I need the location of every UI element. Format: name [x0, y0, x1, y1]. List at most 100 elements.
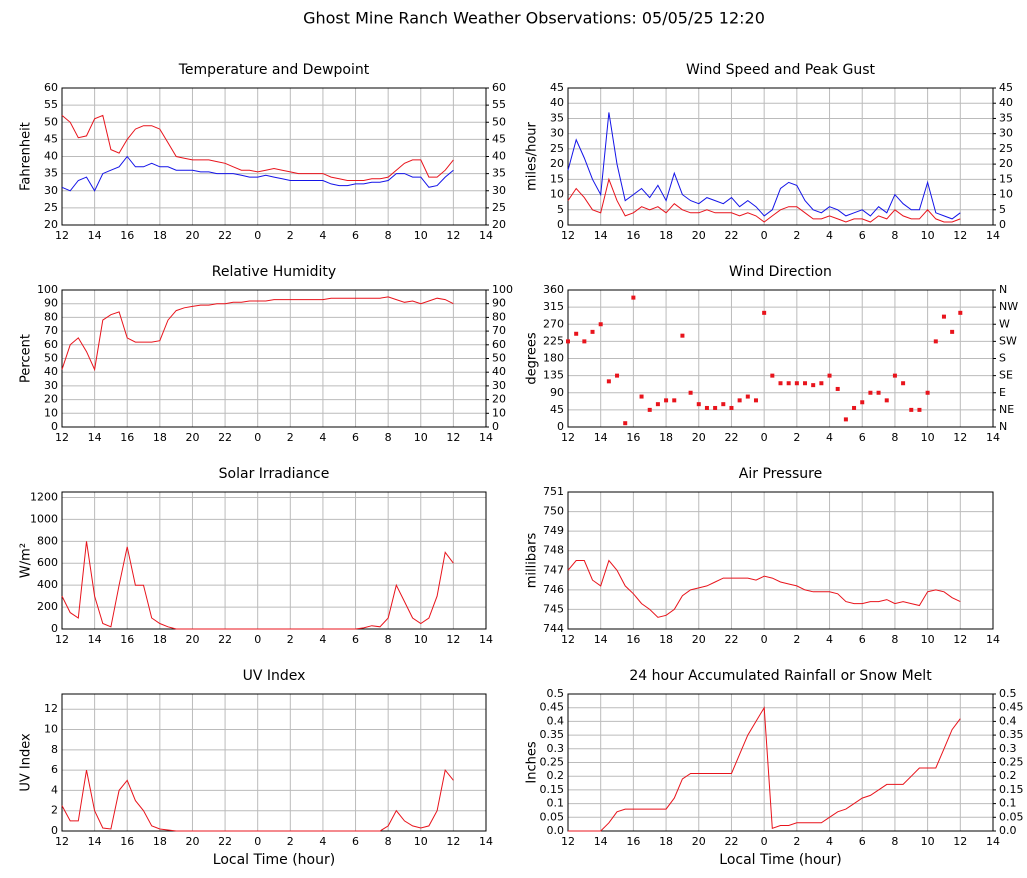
x-tick-label: 14: [986, 633, 1000, 646]
x-tick-label: 6: [859, 633, 866, 646]
y-tick-label: 0.4: [547, 714, 565, 727]
y2-tick-label: 0.2: [999, 769, 1017, 782]
x-tick-label: 2: [287, 835, 294, 848]
y-tick-label: 35: [44, 167, 58, 180]
plot-area: [62, 694, 486, 831]
x-tick-label: 14: [88, 633, 102, 646]
y2-tick-label: 0.25: [999, 756, 1024, 769]
y-tick-label: 747: [543, 563, 564, 576]
panel-title: Solar Irradiance: [219, 466, 330, 482]
point: [655, 402, 660, 407]
x-tick-label: 18: [659, 229, 673, 242]
point: [721, 402, 726, 407]
x-tick-label: 14: [88, 431, 102, 444]
point: [696, 402, 701, 407]
y-axis-label: millibars: [525, 533, 540, 589]
y-axis-label: Fahrenheit: [19, 122, 34, 191]
point: [843, 417, 848, 422]
point: [582, 339, 587, 344]
plot-area: [568, 88, 993, 225]
x-tick-label: 2: [793, 431, 800, 444]
y2-tick-label: 50: [492, 115, 506, 128]
x-tick-label: 10: [921, 431, 935, 444]
y-tick-label: 45: [44, 132, 58, 145]
y2-tick-label: 100: [492, 283, 513, 296]
y2-tick-label: 45: [492, 132, 506, 145]
y2-tick-label: 10: [492, 406, 506, 419]
x-tick-label: 16: [626, 431, 640, 444]
point: [803, 381, 808, 386]
x-tick-label: 0: [761, 229, 768, 242]
x-tick-label: 12: [561, 229, 575, 242]
x-tick-label: 0: [761, 835, 768, 848]
x-tick-label: 12: [561, 431, 575, 444]
y-tick-label: 225: [543, 334, 564, 347]
y2-tick-label: E: [999, 386, 1006, 399]
y2-tick-label: 0.5: [999, 687, 1017, 700]
x-tick-label: 14: [479, 229, 493, 242]
x-tick-label: 20: [692, 229, 706, 242]
y2-tick-label: 5: [999, 203, 1006, 216]
y-tick-label: 55: [44, 98, 58, 111]
point: [688, 390, 693, 395]
x-tick-label: 14: [986, 229, 1000, 242]
point: [901, 381, 906, 386]
y-tick-label: 12: [44, 702, 58, 715]
y-tick-label: 0.35: [540, 728, 565, 741]
plot-frame: [61, 87, 487, 226]
panel-title: 24 hour Accumulated Rainfall or Snow Mel…: [629, 668, 932, 684]
x-tick-label: 6: [352, 633, 359, 646]
x-tick-label: 14: [479, 431, 493, 444]
y-tick-label: 1200: [30, 490, 58, 503]
y-tick-label: 748: [543, 544, 564, 557]
x-tick-label: 18: [659, 835, 673, 848]
x-tick-label: 0: [254, 431, 261, 444]
x-tick-label: 18: [153, 229, 167, 242]
point: [737, 398, 742, 403]
y2-tick-label: 20: [492, 393, 506, 406]
series-line: [567, 559, 961, 618]
y-tick-label: 50: [44, 115, 58, 128]
point: [647, 407, 652, 412]
y-tick-label: 90: [44, 297, 58, 310]
y2-tick-label: 25: [492, 201, 506, 214]
point: [933, 339, 938, 344]
point: [615, 373, 620, 378]
panel-title: Relative Humidity: [212, 264, 336, 280]
x-tick-label: 4: [826, 229, 833, 242]
plot-frame: [567, 289, 994, 428]
x-tick-label: 0: [254, 633, 261, 646]
x-tick-label: 20: [185, 431, 199, 444]
x-tick-label: 0: [254, 229, 261, 242]
x-tick-label: 16: [626, 229, 640, 242]
x-tick-label: 22: [724, 431, 738, 444]
y-tick-label: 40: [44, 365, 58, 378]
y-tick-label: 5: [557, 203, 564, 216]
point: [794, 381, 799, 386]
x-tick-label: 12: [446, 431, 460, 444]
x-tick-label: 14: [594, 229, 608, 242]
x-tick-label: 20: [185, 633, 199, 646]
x-tick-label: 10: [921, 633, 935, 646]
y-tick-label: 0: [51, 824, 58, 837]
x-tick-label: 0: [254, 835, 261, 848]
x-tick-label: 14: [479, 633, 493, 646]
y2-tick-label: 10: [999, 188, 1013, 201]
point: [884, 398, 889, 403]
x-tick-label: 10: [921, 229, 935, 242]
x-tick-label: 12: [55, 431, 69, 444]
point: [713, 405, 718, 410]
y-tick-label: 25: [44, 201, 58, 214]
plot-area: [568, 492, 993, 629]
x-tick-label: 4: [826, 835, 833, 848]
x-tick-label: 8: [385, 229, 392, 242]
y-tick-label: 30: [550, 127, 564, 140]
x-tick-label: 8: [891, 835, 898, 848]
x-tick-label: 12: [953, 835, 967, 848]
y-tick-label: 749: [543, 524, 564, 537]
x-tick-label: 12: [953, 431, 967, 444]
panel-title: Wind Speed and Peak Gust: [686, 62, 875, 78]
y2-tick-label: 0.15: [999, 783, 1024, 796]
y2-tick-label: 15: [999, 172, 1013, 185]
x-tick-label: 10: [414, 633, 428, 646]
